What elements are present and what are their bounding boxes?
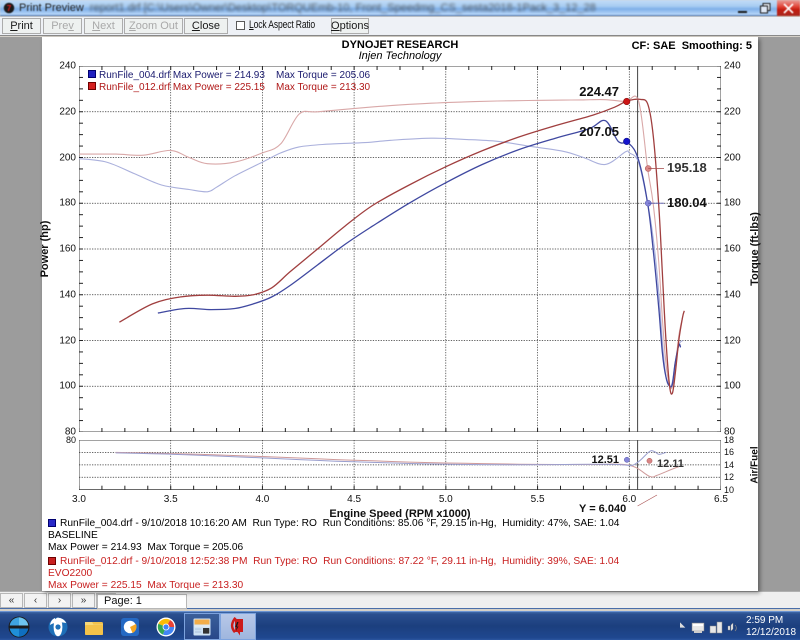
svg-text:Y = 6.040: Y = 6.040 — [579, 503, 626, 514]
svg-text:7: 7 — [7, 4, 12, 13]
svg-text:224.47: 224.47 — [579, 84, 619, 99]
svg-text:180.04: 180.04 — [667, 195, 708, 210]
svg-text:195.18: 195.18 — [667, 160, 707, 175]
svg-text:12.51: 12.51 — [591, 454, 619, 466]
svg-text:12.11: 12.11 — [657, 458, 684, 470]
svg-text:207.05: 207.05 — [579, 124, 619, 139]
